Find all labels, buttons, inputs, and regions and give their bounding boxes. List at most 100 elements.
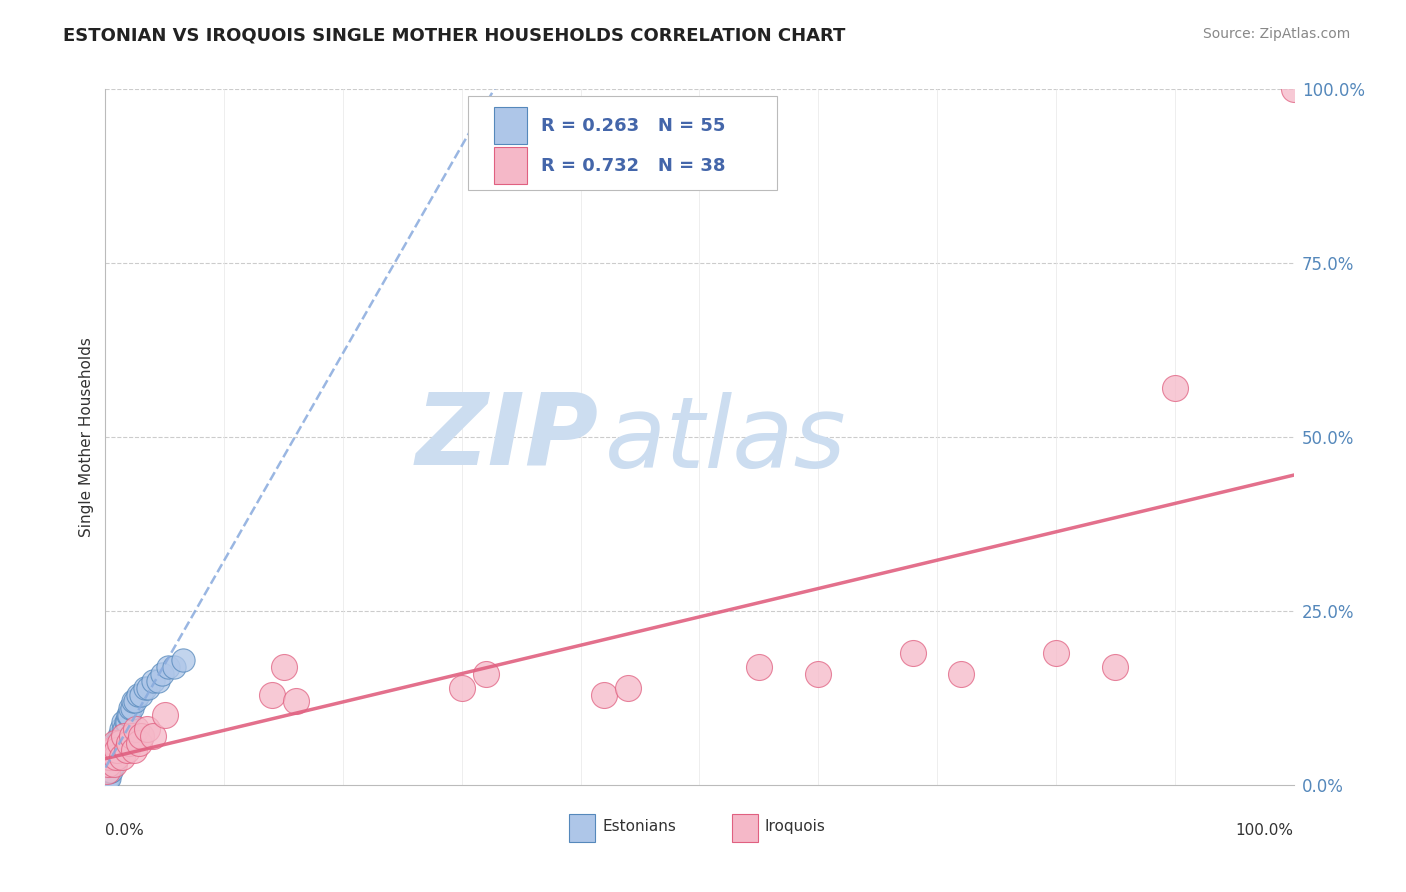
Point [105, 750, 128, 764]
Point [105, 743, 128, 757]
Point [112, 715, 135, 730]
Point [101, 743, 124, 757]
Point [108, 736, 131, 750]
Point [97, 757, 120, 772]
Point [98, 764, 121, 778]
Point [101, 757, 124, 772]
Point [103, 750, 125, 764]
Point [110, 723, 132, 737]
Point [121, 701, 143, 715]
Point [105, 750, 128, 764]
Point [114, 729, 136, 743]
Point [129, 729, 152, 743]
Point [104, 736, 127, 750]
Point [117, 708, 139, 723]
Point [97, 771, 120, 785]
Point [97, 764, 120, 778]
Point [107, 729, 129, 743]
Point [146, 673, 169, 688]
Point [142, 673, 165, 688]
Point [98, 757, 121, 772]
Point [104, 750, 127, 764]
Point [101, 743, 124, 757]
Y-axis label: Single Mother Households: Single Mother Households [79, 337, 94, 537]
Point [96, 764, 118, 778]
Point [98, 771, 121, 785]
Point [260, 688, 283, 702]
Point [152, 666, 174, 681]
Text: R = 0.263   N = 55: R = 0.263 N = 55 [541, 117, 725, 135]
Point [128, 736, 150, 750]
Point [100, 764, 122, 778]
Point [163, 659, 186, 673]
Text: atlas: atlas [605, 392, 846, 489]
Point [136, 723, 159, 737]
Point [124, 694, 146, 708]
Text: Source: ZipAtlas.com: Source: ZipAtlas.com [1202, 27, 1350, 41]
Point [127, 688, 149, 702]
Text: 100.0%: 100.0% [1236, 823, 1294, 838]
Point [122, 743, 145, 757]
FancyBboxPatch shape [468, 96, 776, 190]
Point [474, 666, 496, 681]
Point [107, 743, 129, 757]
Point [104, 743, 127, 757]
Point [121, 694, 143, 708]
Point [115, 743, 138, 757]
Point [129, 688, 152, 702]
Point [115, 715, 138, 730]
Point [172, 653, 194, 667]
Point [103, 757, 125, 772]
Point [108, 736, 131, 750]
Point [105, 743, 128, 757]
Point [98, 764, 121, 778]
Point [157, 659, 180, 673]
Point [114, 723, 136, 737]
FancyBboxPatch shape [494, 107, 527, 144]
Point [96, 771, 118, 785]
Point [98, 750, 121, 764]
Point [1282, 82, 1305, 96]
FancyBboxPatch shape [731, 814, 758, 842]
Point [1164, 381, 1187, 395]
FancyBboxPatch shape [494, 147, 527, 184]
Point [98, 750, 121, 764]
Point [111, 729, 134, 743]
Point [104, 736, 127, 750]
Point [748, 659, 770, 673]
Point [284, 694, 307, 708]
Point [118, 708, 141, 723]
Point [98, 757, 121, 772]
Point [949, 666, 972, 681]
Point [903, 646, 925, 660]
Point [111, 750, 134, 764]
Text: ZIP: ZIP [416, 389, 599, 485]
Point [120, 701, 142, 715]
Point [142, 729, 165, 743]
Point [97, 757, 120, 772]
Point [593, 688, 616, 702]
Point [98, 750, 121, 764]
Point [103, 743, 125, 757]
Text: Estonians: Estonians [602, 819, 676, 834]
Point [100, 757, 122, 772]
Point [153, 708, 176, 723]
Point [134, 681, 156, 695]
Point [273, 659, 295, 673]
Point [617, 681, 640, 695]
Point [110, 736, 132, 750]
Point [112, 729, 135, 743]
Point [121, 729, 143, 743]
Point [105, 743, 128, 757]
Point [105, 736, 128, 750]
Point [103, 757, 125, 772]
Point [114, 715, 136, 730]
Point [101, 750, 124, 764]
Point [125, 723, 148, 737]
Text: 0.0%: 0.0% [105, 823, 145, 838]
FancyBboxPatch shape [569, 814, 595, 842]
Point [136, 681, 159, 695]
Point [108, 729, 131, 743]
Text: Iroquois: Iroquois [765, 819, 825, 834]
Point [100, 750, 122, 764]
